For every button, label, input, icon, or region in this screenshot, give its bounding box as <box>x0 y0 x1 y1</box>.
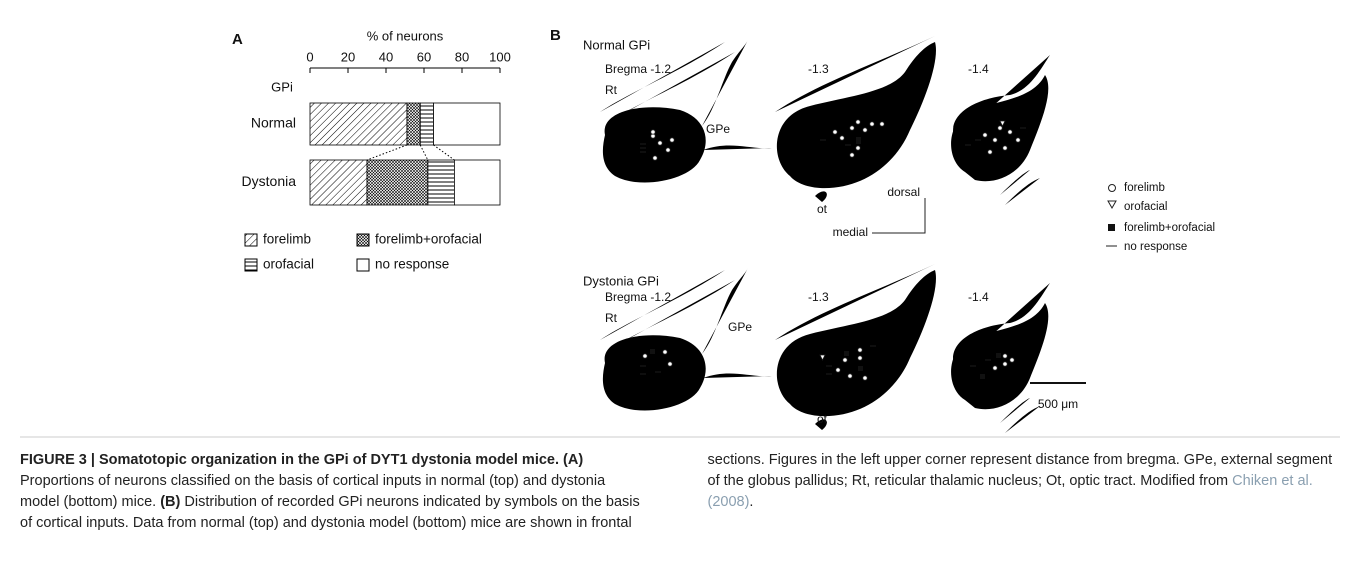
region-label: Rt <box>605 311 618 325</box>
section-title: Dystonia GPi <box>583 273 659 288</box>
bregma-label: Bregma -1.2 <box>605 62 671 76</box>
panel-label: A <box>232 31 243 48</box>
legend-swatch <box>244 233 258 247</box>
group-label: GPi <box>271 79 293 94</box>
bar-segment <box>427 159 455 206</box>
caption-text: Distribution of recorded GPi neurons ind… <box>20 452 1333 531</box>
bregma-label: -1.3 <box>808 62 829 76</box>
bar-segment <box>366 159 429 206</box>
region-label: ot <box>817 412 828 426</box>
legend-swatch <box>356 233 370 247</box>
legend-label: orofacial <box>1124 201 1167 213</box>
x-tick-label: 40 <box>379 49 393 64</box>
bregma-label: -1.3 <box>808 290 829 304</box>
x-tick-label: 60 <box>417 49 431 64</box>
caption: FIGURE 3 | Somatotopic organization in t… <box>20 450 1335 534</box>
region-label: ot <box>817 202 828 216</box>
legend-label: forelimb <box>263 232 311 247</box>
bar-segment <box>309 159 368 206</box>
legend-swatch <box>356 258 370 272</box>
legend-label: no response <box>1124 241 1187 253</box>
bregma-label: Bregma -1.2 <box>605 290 671 304</box>
connector <box>366 144 408 161</box>
x-tick-label: 100 <box>489 49 511 64</box>
legend-label: forelimb+orofacial <box>375 232 482 247</box>
legend-label: orofacial <box>263 257 314 272</box>
anatomy <box>600 36 1050 433</box>
bar-chart: 0 20 40 60 80 100 Normal Dystonia forelimb foreli… <box>242 49 511 271</box>
region-label: GPe <box>728 320 752 334</box>
section-title: Normal GPi <box>583 37 650 52</box>
figure: A % of neurons GPi 0 20 40 60 80 100 Normal Dys… <box>20 27 1340 438</box>
neuron-symbols <box>640 119 1026 381</box>
region-label: GPe <box>706 122 730 136</box>
x-tick-label: 20 <box>341 49 355 64</box>
caption-text: Proportions of neurons classified on the… <box>20 473 606 510</box>
bar-segment <box>433 102 501 146</box>
legend: forelimb orofacial forelimb+orofacial no… <box>1106 182 1215 253</box>
connector <box>419 144 429 161</box>
panel-label: B <box>550 27 561 44</box>
bar-segment <box>309 102 408 146</box>
caption-text: . <box>749 494 754 510</box>
legend-label: forelimb+orofacial <box>1124 222 1215 234</box>
bar-segment <box>419 102 434 146</box>
legend-label: forelimb <box>1124 182 1165 194</box>
caption-title: FIGURE 3 | Somatotopic organization in t… <box>20 452 560 468</box>
orientation-label: dorsal <box>887 185 920 199</box>
orientation-axes <box>872 198 926 234</box>
bar-segment <box>406 102 421 146</box>
scale-label: 500 μm <box>1038 397 1078 411</box>
y-tick-label: Dystonia <box>242 173 297 189</box>
bar-segment <box>453 159 501 206</box>
caption-label: (A) <box>563 452 584 468</box>
bregma-label: -1.4 <box>968 290 989 304</box>
connector <box>433 144 455 161</box>
reference[interactable]: Chiken et al. (2008) <box>707 473 1313 510</box>
orientation-label: medial <box>833 225 868 239</box>
y-tick-label: Normal <box>251 115 296 131</box>
caption-label: (B) <box>160 494 181 510</box>
x-tick-label: 0 <box>306 49 313 64</box>
x-tick-label: 80 <box>455 49 469 64</box>
x-axis-title: % of neurons <box>367 28 444 43</box>
bregma-label: -1.4 <box>968 62 989 76</box>
legend-swatch <box>244 258 258 272</box>
region-label: Rt <box>605 83 618 97</box>
legend-label: no response <box>375 257 449 272</box>
